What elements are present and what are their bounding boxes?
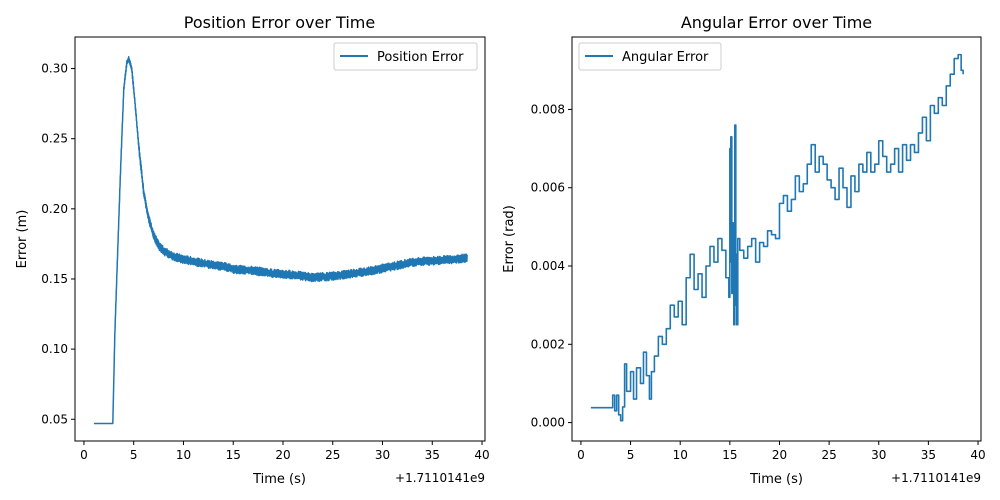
legend-box [333,42,478,71]
y-tick-label: 0.15 [41,272,68,286]
x-tick-label: 0 [577,448,585,462]
angular-error-chart: Angular Error over Time 0 5 10 15 20 25 30 35 40… [502,13,986,487]
y-tick-label: 0.000 [531,416,565,430]
position-error-chart: Position Error over Time 0 5 10 15 20 25 30 35 4… [15,13,490,487]
y-tick-label: 0.006 [531,181,565,195]
y-tick-label: 0.10 [41,342,68,356]
x-tick-label: 35 [921,448,936,462]
x-tick-label: 15 [226,448,241,462]
x-tick-label: 0 [80,448,88,462]
x-tick-label: 15 [722,448,737,462]
series-line [590,53,964,422]
legend: Angular Error [578,42,722,71]
legend-entry: Position Error [377,50,464,65]
x-tick-label: 5 [627,448,635,462]
x-tick-label: 20 [772,448,787,462]
chart-title: Position Error over Time [184,13,375,32]
x-tick-label: 40 [474,448,489,462]
y-tick-label: 0.25 [41,132,68,146]
x-offset-label: +1.7110141e9 [891,471,981,485]
x-tick-label: 10 [176,448,191,462]
x-tick-label: 35 [425,448,440,462]
x-tick-label: 10 [673,448,688,462]
legend-box [578,42,722,71]
x-tick-label: 25 [821,448,836,462]
y-tick-label: 0.004 [531,259,565,273]
y-tick-label: 0.002 [531,337,565,351]
y-tick-label: 0.30 [41,62,68,76]
y-tick-label: 0.20 [41,202,68,216]
y-tick-label: 0.008 [531,102,565,116]
x-tick-label: 5 [130,448,138,462]
x-tick-label: 30 [871,448,886,462]
y-axis-label: Error (rad) [502,205,517,273]
plot-frame [571,36,982,442]
series-line [93,56,468,425]
x-axis-label: Time (s) [252,472,306,487]
plot-frame [74,36,486,442]
x-tick-label: 20 [275,448,290,462]
y-axis-label: Error (m) [15,210,30,269]
x-tick-label: 25 [325,448,340,462]
chart-title: Angular Error over Time [681,13,872,32]
y-tick-label: 0.05 [41,412,68,426]
x-axis-label: Time (s) [749,472,803,487]
legend: Position Error [333,42,478,71]
x-tick-label: 40 [970,448,985,462]
legend-entry: Angular Error [622,50,709,65]
x-tick-label: 30 [375,448,390,462]
x-offset-label: +1.7110141e9 [395,471,485,485]
